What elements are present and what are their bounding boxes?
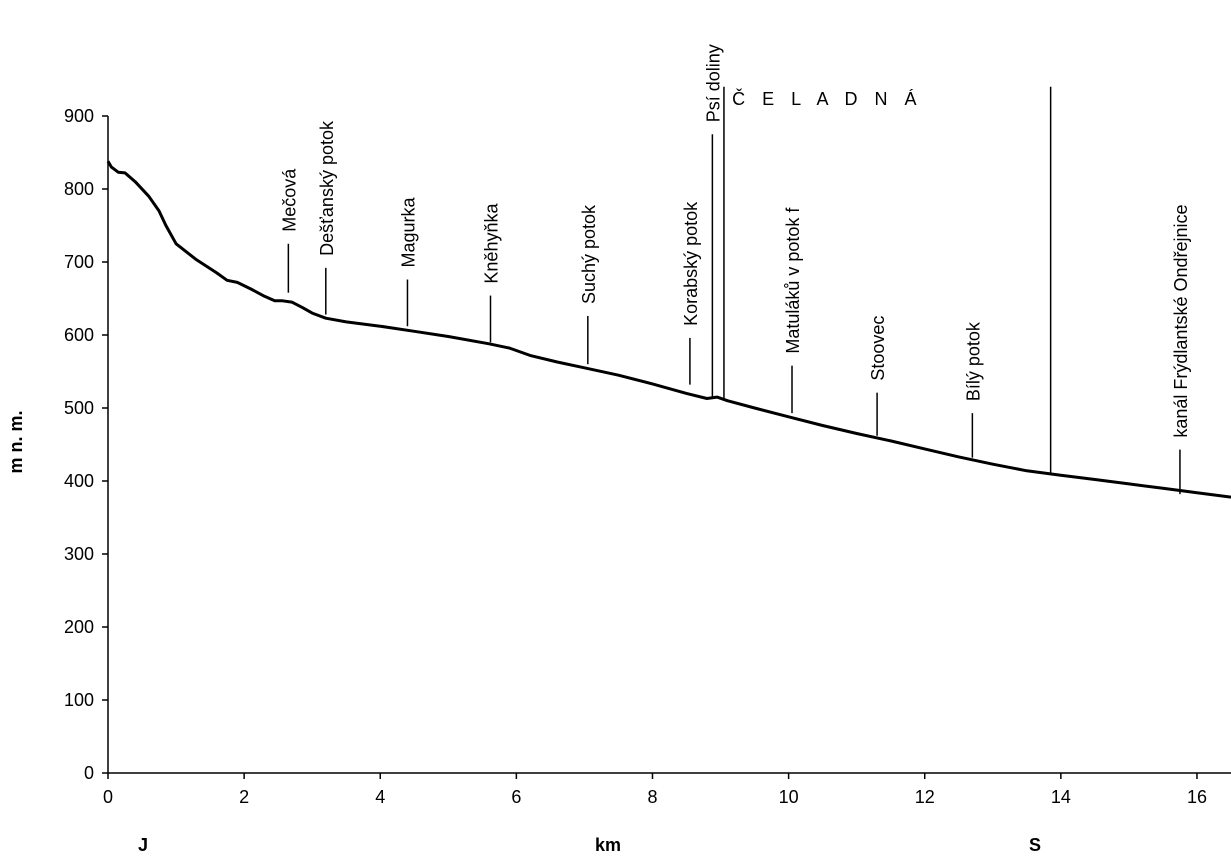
annotation-label: Suchý potok — [579, 204, 599, 304]
region-label: Č E L A D N Á — [732, 88, 922, 109]
annotation-label: Bílý potok — [963, 321, 983, 401]
x-tick-label: 16 — [1187, 787, 1207, 807]
x-axis-title: km — [595, 835, 621, 855]
y-tick-label: 600 — [64, 325, 94, 345]
x-ticks: 0 2 4 6 8 10 12 14 16 — [103, 773, 1207, 807]
direction-label-north: S — [1029, 835, 1041, 855]
profile-line — [106, 160, 1231, 499]
y-tick-label: 300 — [64, 544, 94, 564]
annotation-label: Matuláků v potok f — [783, 207, 803, 354]
annotation-label: Psí doliny — [703, 44, 723, 122]
annotation-label: Kněhyňka — [482, 203, 502, 284]
x-tick-label: 0 — [103, 787, 113, 807]
x-tick-label: 12 — [915, 787, 935, 807]
y-tick-label: 200 — [64, 617, 94, 637]
x-tick-label: 4 — [375, 787, 385, 807]
x-tick-label: 14 — [1051, 787, 1071, 807]
y-tick-label: 100 — [64, 690, 94, 710]
y-tick-label: 700 — [64, 252, 94, 272]
x-tick-label: 8 — [647, 787, 657, 807]
x-tick-label: 6 — [511, 787, 521, 807]
y-axis-title: m n. m. — [6, 410, 26, 473]
annotation-label: Korabský potok — [681, 201, 701, 326]
annotation-label: kanál Frýdlantské Ondřejnice — [1171, 204, 1191, 437]
y-ticks: 0 100 200 300 400 500 600 700 800 900 — [64, 106, 108, 783]
x-tick-label: 10 — [779, 787, 799, 807]
annotation-label: Mečová — [279, 168, 299, 232]
x-tick-label: 2 — [239, 787, 249, 807]
annotation-label: Dešťanský potok — [317, 120, 337, 256]
annotation-label: Stoovec — [868, 316, 888, 381]
y-tick-label: 400 — [64, 471, 94, 491]
axes — [107, 116, 1231, 774]
y-tick-label: 500 — [64, 398, 94, 418]
annotation-label: Magurka — [398, 196, 418, 267]
y-tick-label: 0 — [84, 763, 94, 783]
stream-annotations: Mečová Dešťanský potok Magurka Kněhyňka Such… — [279, 44, 1191, 495]
direction-label-south: J — [138, 835, 148, 855]
y-tick-label: 800 — [64, 179, 94, 199]
region-celadna: Č E L A D N Á — [723, 86, 1052, 474]
y-tick-label: 900 — [64, 106, 94, 126]
